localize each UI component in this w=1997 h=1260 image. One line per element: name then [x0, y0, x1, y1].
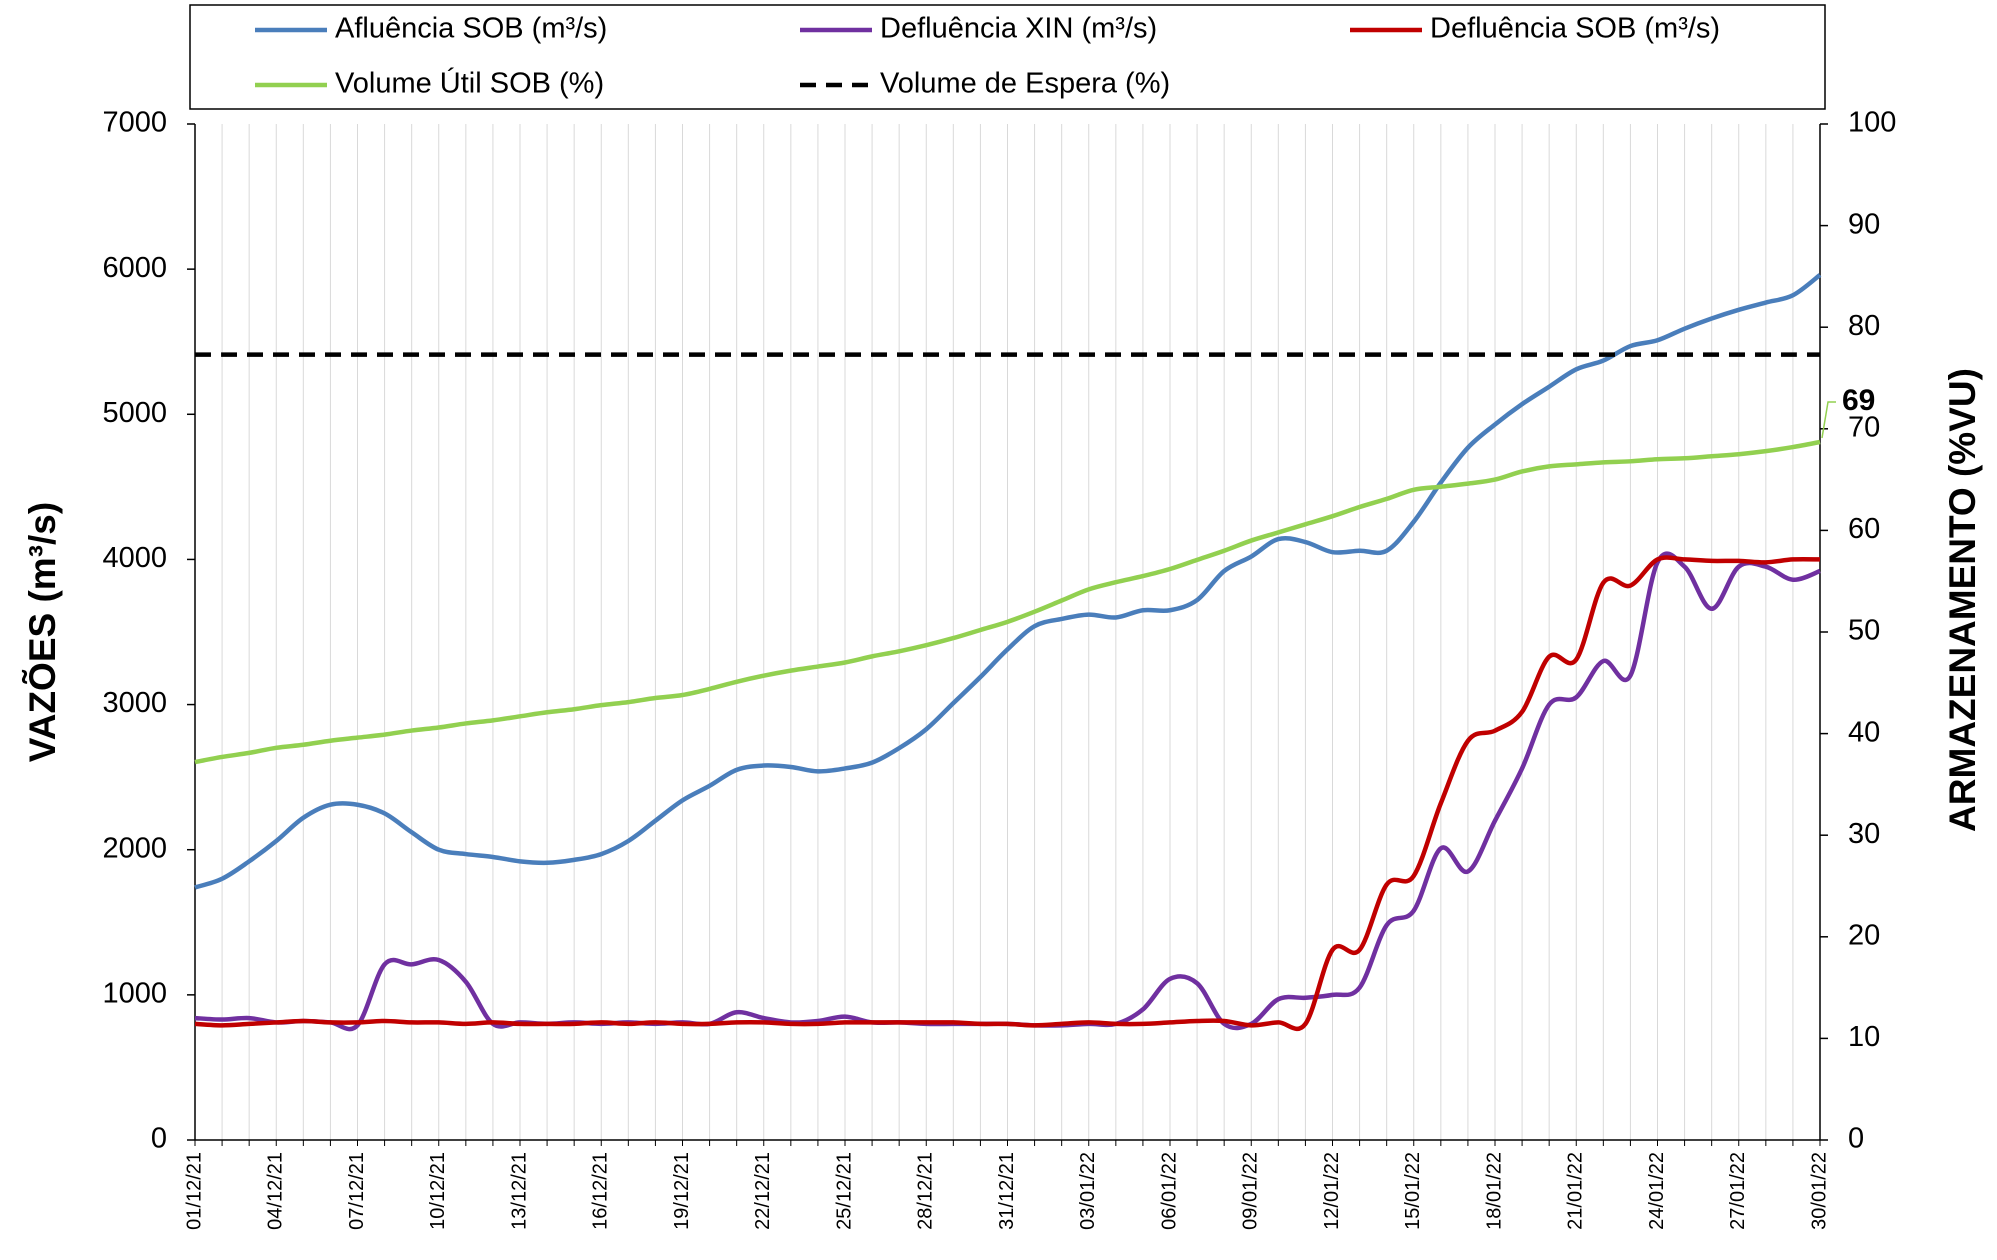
y-tick-label: 3000	[102, 687, 167, 719]
y2-tick-label: 60	[1848, 513, 1880, 545]
x-tick-label: 13/12/21	[508, 1152, 530, 1230]
legend-label: Defluência SOB (m³/s)	[1430, 13, 1720, 45]
y-tick-label: 0	[151, 1123, 167, 1155]
x-tick-label: 30/01/22	[1808, 1152, 1830, 1230]
legend-label: Afluência SOB (m³/s)	[335, 13, 607, 45]
y-tick-label: 5000	[102, 397, 167, 429]
x-tick-label: 06/01/22	[1158, 1152, 1180, 1230]
x-tick-label: 27/01/22	[1727, 1152, 1749, 1230]
x-tick-label: 10/12/21	[427, 1152, 449, 1230]
y2-tick-label: 80	[1848, 310, 1880, 342]
x-tick-label: 15/01/22	[1402, 1152, 1424, 1230]
x-tick-label: 19/12/21	[671, 1152, 693, 1230]
y-tick-label: 2000	[102, 832, 167, 864]
x-tick-label: 01/12/21	[183, 1152, 205, 1230]
legend-label: Volume Útil SOB (%)	[335, 67, 604, 100]
y-axis-title: VAZÕES (m³/s)	[21, 502, 63, 762]
y2-tick-label: 0	[1848, 1123, 1864, 1155]
y-tick-label: 1000	[102, 978, 167, 1010]
y2-tick-label: 20	[1848, 919, 1880, 951]
x-tick-label: 04/12/21	[265, 1152, 287, 1230]
x-tick-label: 21/01/22	[1565, 1152, 1587, 1230]
y2-tick-label: 50	[1848, 615, 1880, 647]
y-tick-label: 7000	[102, 107, 167, 139]
data-label: 69	[1842, 384, 1875, 417]
y-tick-label: 6000	[102, 252, 167, 284]
x-tick-label: 12/01/22	[1321, 1152, 1343, 1230]
label-leader	[1821, 401, 1836, 439]
y2-tick-label: 30	[1848, 818, 1880, 850]
y2-tick-label: 40	[1848, 716, 1880, 748]
series-line	[194, 555, 1821, 1031]
legend-label: Defluência XIN (m³/s)	[880, 13, 1157, 45]
y2-tick-label: 100	[1848, 107, 1896, 139]
x-tick-label: 25/12/21	[833, 1152, 855, 1230]
y2-axis-title: ARMAZENAMENTO (%VU)	[1942, 368, 1983, 832]
x-tick-label: 09/01/22	[1240, 1152, 1262, 1230]
x-tick-label: 24/01/22	[1646, 1152, 1668, 1230]
legend-box	[189, 4, 1826, 110]
x-tick-label: 22/12/21	[752, 1152, 774, 1230]
y2-tick-label: 90	[1848, 208, 1880, 240]
series-line	[194, 273, 1822, 890]
legend-label: Volume de Espera (%)	[880, 68, 1170, 100]
x-tick-label: 07/12/21	[346, 1152, 368, 1230]
y2-tick-label: 70	[1848, 411, 1880, 443]
x-tick-label: 03/01/22	[1077, 1152, 1099, 1230]
y-tick-label: 4000	[102, 542, 167, 574]
y2-tick-label: 10	[1848, 1021, 1880, 1053]
x-tick-label: 16/12/21	[590, 1152, 612, 1230]
series-line	[194, 439, 1821, 765]
x-tick-label: 31/12/21	[996, 1152, 1018, 1230]
x-tick-label: 18/01/22	[1483, 1152, 1505, 1230]
x-tick-label: 28/12/21	[915, 1152, 937, 1230]
